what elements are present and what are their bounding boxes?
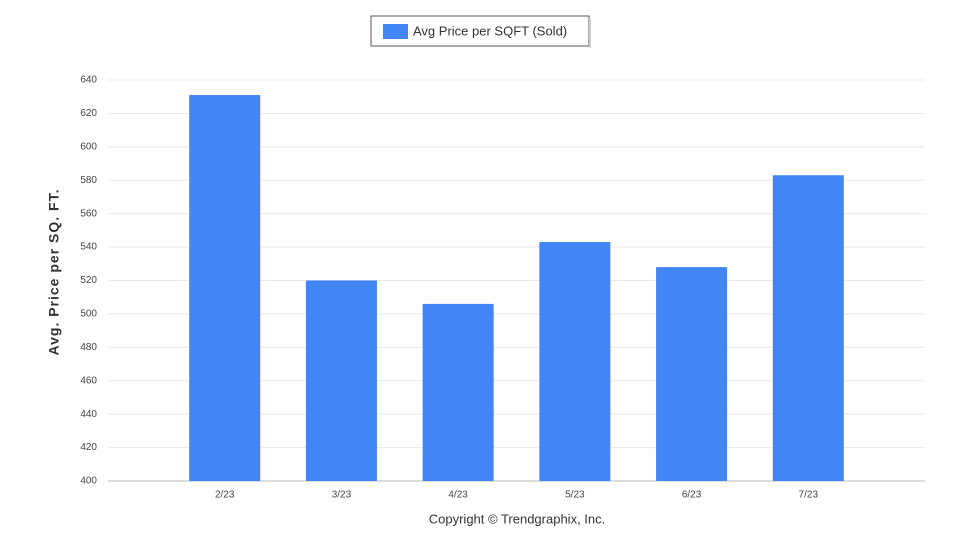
y-tick-label: 460 — [80, 375, 97, 386]
y-tick-label: 640 — [80, 75, 97, 86]
y-tick-label: 540 — [80, 242, 97, 253]
x-tick-label: 6/23 — [682, 490, 702, 501]
y-tick-label: 520 — [80, 275, 97, 286]
legend-label: Avg Price per SQFT (Sold) — [413, 23, 567, 38]
bar — [305, 280, 377, 481]
y-tick-label: 500 — [80, 309, 97, 320]
y-tick-label: 580 — [80, 175, 97, 186]
bar — [539, 242, 611, 481]
bar — [772, 175, 844, 482]
legend-swatch — [383, 24, 408, 39]
y-tick-label: 400 — [80, 476, 97, 487]
bar — [189, 95, 261, 481]
x-tick-label: 4/23 — [448, 490, 468, 501]
x-tick-label: 7/23 — [799, 490, 819, 501]
y-tick-label: 620 — [80, 108, 97, 119]
bar — [422, 303, 494, 481]
bar — [656, 267, 728, 481]
legend-shadow — [589, 18, 591, 48]
x-axis-title: Copyright © Trendgraphix, Inc. — [429, 511, 606, 526]
y-tick-label: 480 — [80, 342, 97, 353]
y-axis-title: Avg. Price per SQ. FT. — [46, 189, 62, 356]
y-tick-label: 600 — [80, 141, 97, 152]
y-tick-label: 560 — [80, 208, 97, 219]
y-tick-label: 420 — [80, 442, 97, 453]
x-tick-label: 5/23 — [565, 490, 585, 501]
y-tick-label: 440 — [80, 409, 97, 420]
x-tick-label: 3/23 — [332, 490, 352, 501]
x-tick-label: 2/23 — [215, 490, 235, 501]
